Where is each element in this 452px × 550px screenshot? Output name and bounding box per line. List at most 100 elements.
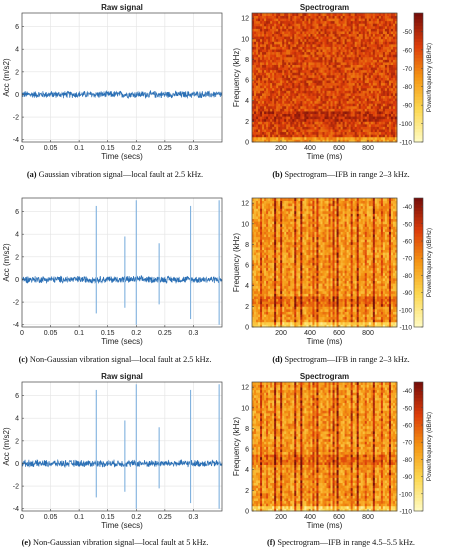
x-axis-label: Time (secs) bbox=[101, 337, 143, 346]
heatmap-cell bbox=[368, 23, 372, 27]
heatmap-cell bbox=[280, 69, 283, 73]
heatmap-cell bbox=[354, 25, 358, 29]
heatmap-cell bbox=[394, 95, 398, 99]
heatmap-cell bbox=[364, 87, 368, 91]
heatmap-cell bbox=[376, 49, 380, 53]
heatmap-cell bbox=[262, 234, 265, 238]
heatmap-cell bbox=[252, 136, 255, 140]
heatmap-cell bbox=[294, 198, 297, 201]
heatmap-cell bbox=[270, 306, 273, 310]
heatmap-cell bbox=[292, 198, 295, 201]
heatmap-cell bbox=[376, 123, 380, 127]
heatmap-cell bbox=[386, 136, 390, 140]
heatmap-cell bbox=[278, 277, 281, 281]
heatmap-cell bbox=[256, 231, 259, 235]
heatmap-cell bbox=[320, 85, 323, 89]
heatmap-cell bbox=[374, 23, 378, 27]
heatmap-cell bbox=[336, 43, 339, 47]
heatmap-cell bbox=[288, 259, 291, 263]
heatmap-cell bbox=[304, 118, 307, 122]
x-tick-label: 0 bbox=[20, 145, 24, 152]
heatmap-cell bbox=[254, 77, 257, 81]
heatmap-cell bbox=[276, 28, 279, 32]
heatmap-cell bbox=[300, 69, 303, 73]
heatmap-cell bbox=[266, 308, 269, 312]
colorbar-swatch bbox=[414, 29, 423, 33]
heatmap-cell bbox=[372, 15, 376, 19]
heatmap-cell bbox=[256, 118, 259, 122]
heatmap-cell bbox=[252, 218, 255, 222]
heatmap-cell bbox=[368, 38, 372, 42]
heatmap-cell bbox=[378, 113, 382, 117]
heatmap-cell bbox=[292, 131, 295, 135]
heatmap-cell bbox=[336, 18, 339, 22]
heatmap-cell bbox=[266, 54, 269, 58]
heatmap-cell bbox=[286, 98, 289, 102]
heatmap-cell bbox=[302, 111, 305, 115]
heatmap-cell bbox=[366, 13, 370, 16]
heatmap-cell bbox=[314, 72, 317, 76]
heatmap-cell bbox=[260, 234, 263, 238]
heatmap-cell bbox=[286, 126, 289, 130]
heatmap-cell bbox=[258, 98, 261, 102]
heatmap-cell bbox=[258, 275, 261, 279]
heatmap-cell bbox=[278, 218, 281, 222]
heatmap-cell bbox=[324, 82, 327, 86]
heatmap-cell bbox=[282, 223, 285, 227]
heatmap-cell bbox=[280, 121, 283, 125]
heatmap-cell bbox=[274, 208, 277, 212]
heatmap-cell bbox=[294, 123, 297, 127]
heatmap-cell bbox=[290, 134, 293, 138]
heatmap-cell bbox=[266, 23, 269, 27]
heatmap-cell bbox=[390, 28, 394, 32]
heatmap-cell bbox=[252, 267, 255, 271]
heatmap-cell bbox=[296, 95, 299, 99]
heatmap-cell bbox=[330, 77, 333, 81]
heatmap-cell bbox=[320, 46, 323, 50]
heatmap-cell bbox=[346, 56, 350, 60]
heatmap-cell bbox=[340, 36, 344, 40]
heatmap-cell bbox=[280, 25, 283, 29]
heatmap-cell bbox=[386, 77, 390, 81]
heatmap-cell bbox=[362, 38, 366, 42]
heatmap-cell bbox=[390, 111, 394, 115]
heatmap-cell bbox=[316, 36, 319, 40]
heatmap-cell bbox=[258, 324, 261, 328]
heatmap-cell bbox=[274, 51, 277, 55]
heatmap-cell bbox=[268, 18, 271, 22]
heatmap-cell bbox=[252, 306, 255, 310]
y-tick-label: -2 bbox=[13, 115, 19, 122]
heatmap-cell bbox=[264, 51, 267, 55]
heatmap-cell bbox=[262, 216, 265, 220]
heatmap-cell bbox=[358, 103, 362, 107]
heatmap-cell bbox=[260, 111, 263, 115]
heatmap-cell bbox=[280, 234, 283, 238]
heatmap-cell bbox=[392, 105, 396, 109]
heatmap-cell bbox=[302, 77, 305, 81]
heatmap-cell bbox=[348, 121, 352, 125]
heatmap-cell bbox=[252, 36, 255, 40]
heatmap-cell bbox=[280, 303, 283, 307]
heatmap-cell bbox=[286, 31, 289, 35]
heatmap-cell bbox=[288, 280, 291, 284]
heatmap-cell bbox=[288, 262, 291, 266]
colorbar-swatch bbox=[414, 90, 423, 95]
heatmap-cell bbox=[276, 126, 279, 130]
heatmap-cell bbox=[256, 293, 259, 297]
heatmap-cell bbox=[376, 13, 380, 16]
heatmap-cell bbox=[286, 108, 289, 112]
heatmap-cell bbox=[292, 296, 295, 300]
x-tick-label: 0 bbox=[20, 330, 24, 337]
heatmap-cell bbox=[262, 87, 265, 91]
heatmap-cell bbox=[376, 87, 380, 91]
heatmap-cell bbox=[292, 252, 295, 256]
heatmap-cell bbox=[264, 77, 267, 81]
heatmap-cell bbox=[274, 244, 277, 248]
heatmap-cell bbox=[390, 46, 394, 50]
heatmap-cell bbox=[276, 213, 279, 217]
heatmap-cell bbox=[260, 56, 263, 60]
heatmap-cell bbox=[286, 54, 289, 58]
heatmap-cell bbox=[304, 105, 307, 109]
heatmap-cell bbox=[266, 113, 269, 117]
heatmap-cell bbox=[278, 308, 281, 312]
